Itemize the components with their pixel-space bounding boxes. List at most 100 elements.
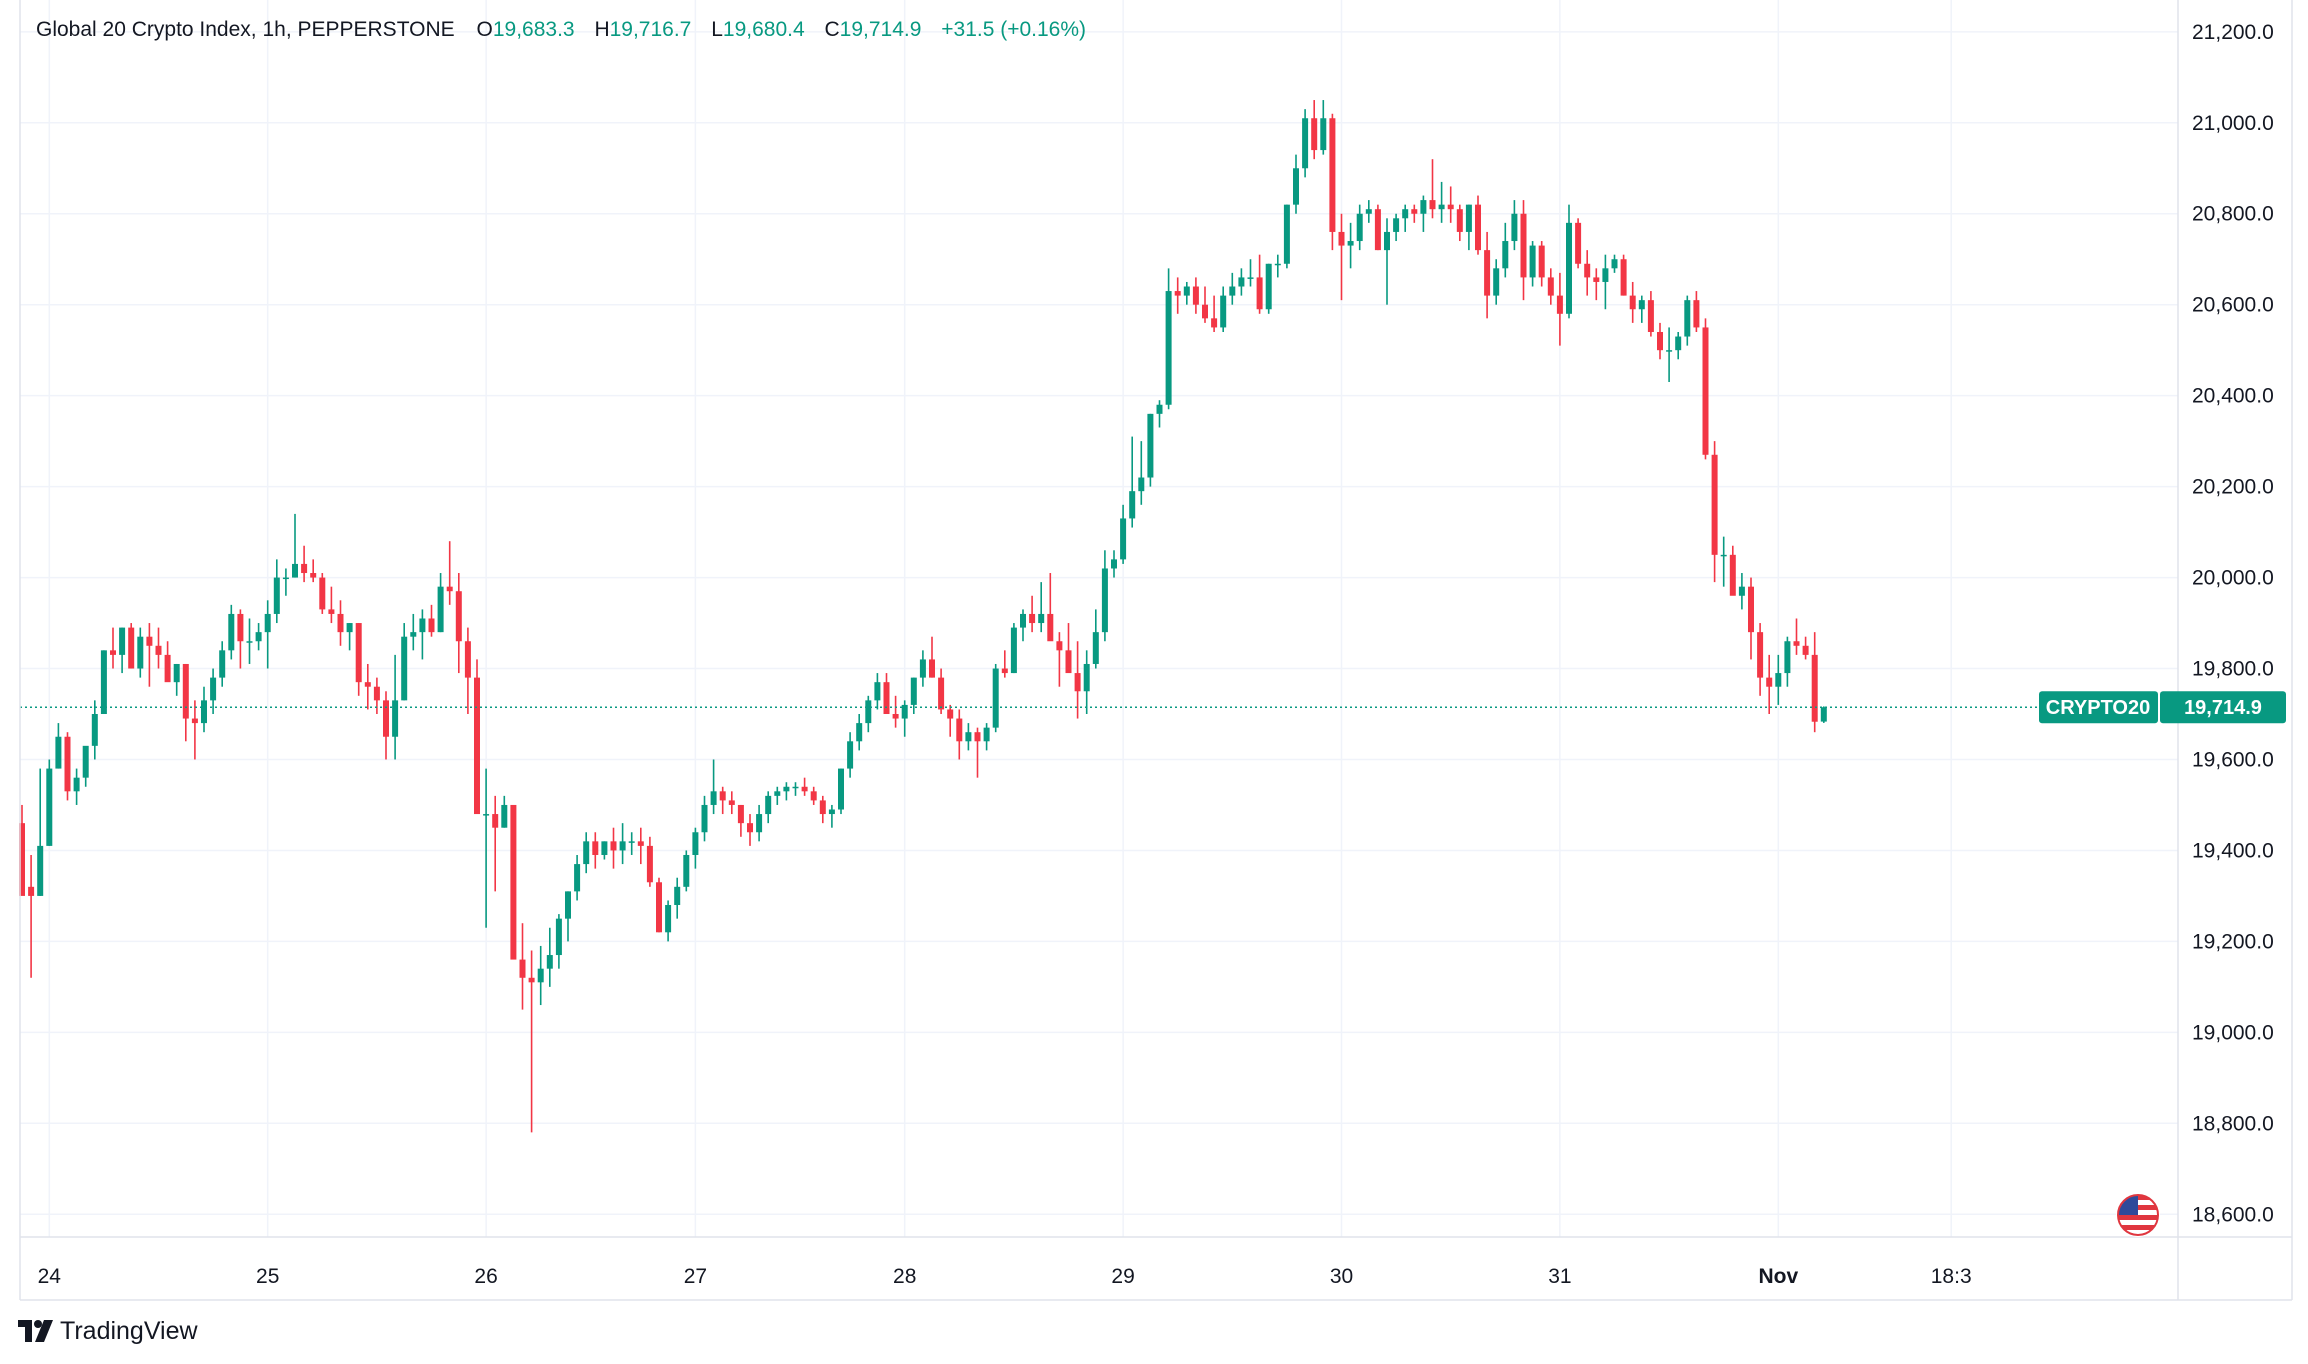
candle-down [155, 627, 162, 669]
candle-up [965, 723, 972, 751]
candle-down [373, 677, 380, 715]
candle-down [28, 854, 35, 978]
candle-down [1256, 254, 1263, 314]
candle-down [1029, 595, 1036, 633]
candle-down [1584, 250, 1591, 296]
candle-up [847, 732, 854, 778]
y-tick-label: 19,600.0 [2192, 748, 2274, 771]
candle-up [1611, 254, 1618, 273]
us-flag-icon[interactable] [2116, 1193, 2160, 1237]
candle-down [1001, 650, 1008, 678]
price-axis[interactable]: 21,200.0 21,000.0 20,800.0 20,600.0 20,400.0… [2192, 21, 2274, 1226]
candle-up [1820, 706, 1827, 723]
candle-down [592, 832, 599, 869]
candle-down [1520, 200, 1527, 301]
candle-up [628, 832, 635, 855]
candle-up [565, 891, 571, 942]
candle-down [1693, 291, 1700, 332]
tradingview-brand[interactable]: TradingView [18, 1316, 198, 1346]
candle-series [19, 100, 1827, 1133]
candle-up [1092, 609, 1099, 669]
candle-up [91, 700, 98, 760]
candle-up [483, 768, 490, 928]
candle-up [1775, 654, 1782, 705]
x-tick-label: 26 [474, 1265, 497, 1288]
y-tick-label: 20,600.0 [2192, 294, 2274, 317]
candle-down [728, 791, 735, 815]
candle-up [201, 686, 207, 733]
candle-up [992, 663, 999, 733]
candle-down [1456, 204, 1463, 242]
candle-down [656, 877, 662, 933]
candle-up [1302, 109, 1309, 178]
y-tick-label: 19,800.0 [2192, 658, 2274, 681]
candle-up [619, 823, 626, 865]
candle-up [1129, 436, 1136, 528]
candle-up [874, 673, 881, 710]
close-value: 19,714.9 [839, 18, 922, 41]
close-label: C [824, 18, 840, 41]
candle-up [100, 650, 107, 715]
low-value: 19,680.4 [722, 18, 805, 41]
last-price-tag: CRYPTO20 19,714.9 [2039, 691, 2286, 724]
candle-down [492, 795, 499, 892]
candle-down [319, 573, 326, 614]
candle-up [401, 623, 408, 701]
candle-up [173, 663, 180, 696]
symbol-title[interactable]: Global 20 Crypto Index, 1h, PEPPERSTONE [36, 18, 455, 41]
candle-down [1338, 213, 1345, 301]
candle-up [1438, 181, 1445, 223]
candle-up [665, 900, 672, 942]
price-tag-value-bg [2160, 691, 2286, 724]
candle-down [1329, 113, 1336, 251]
candle-up [1493, 259, 1500, 305]
candle-up [1347, 222, 1354, 269]
x-tick-label: 28 [893, 1265, 916, 1288]
candle-up [1165, 268, 1172, 410]
candle-up [838, 768, 844, 815]
candle-up [574, 854, 581, 901]
candle-down [1192, 277, 1199, 314]
candle-down [474, 659, 480, 815]
candle-up [828, 804, 835, 828]
candle-down [237, 609, 244, 669]
candle-up [901, 700, 908, 737]
grid-lines [20, 0, 2178, 1237]
candle-up [774, 786, 781, 805]
candle-up [1684, 295, 1691, 346]
candle-up [346, 623, 353, 651]
candle-up [1038, 582, 1045, 633]
candle-down [1429, 159, 1436, 219]
candle-down [938, 668, 945, 715]
candle-down [191, 700, 198, 760]
candle-up [501, 795, 508, 828]
candle-up [1120, 504, 1127, 564]
y-tick-label: 19,200.0 [2192, 930, 2274, 953]
candle-down [182, 663, 189, 742]
candle-down [1538, 241, 1545, 287]
candle-down [310, 559, 317, 583]
candle-up [583, 832, 590, 874]
candle-up [1274, 254, 1281, 278]
candle-up [537, 945, 544, 1006]
candle-down [464, 627, 471, 715]
tradingview-logo [18, 1320, 53, 1342]
x-tick-label: 18:3 [1931, 1265, 1972, 1288]
time-axis[interactable]: 24 25 26 27 28 29 30 31 Nov 18:3 [38, 1265, 1972, 1288]
price-tag-value: 19,714.9 [2184, 697, 2262, 719]
x-tick-label: 24 [38, 1265, 62, 1288]
candle-up [756, 804, 763, 842]
candle-down [1793, 618, 1800, 655]
y-tick-label: 19,000.0 [2192, 1021, 2274, 1044]
candle-down [328, 586, 335, 624]
candle-up [1020, 609, 1026, 642]
candle-down [1757, 623, 1764, 696]
candle-down [1766, 654, 1773, 715]
candle-up [1183, 281, 1190, 305]
candle-up [983, 723, 990, 751]
candle-down [892, 695, 899, 728]
candle-down [637, 827, 644, 865]
y-tick-label: 20,400.0 [2192, 385, 2274, 408]
candle-up [1283, 204, 1290, 269]
